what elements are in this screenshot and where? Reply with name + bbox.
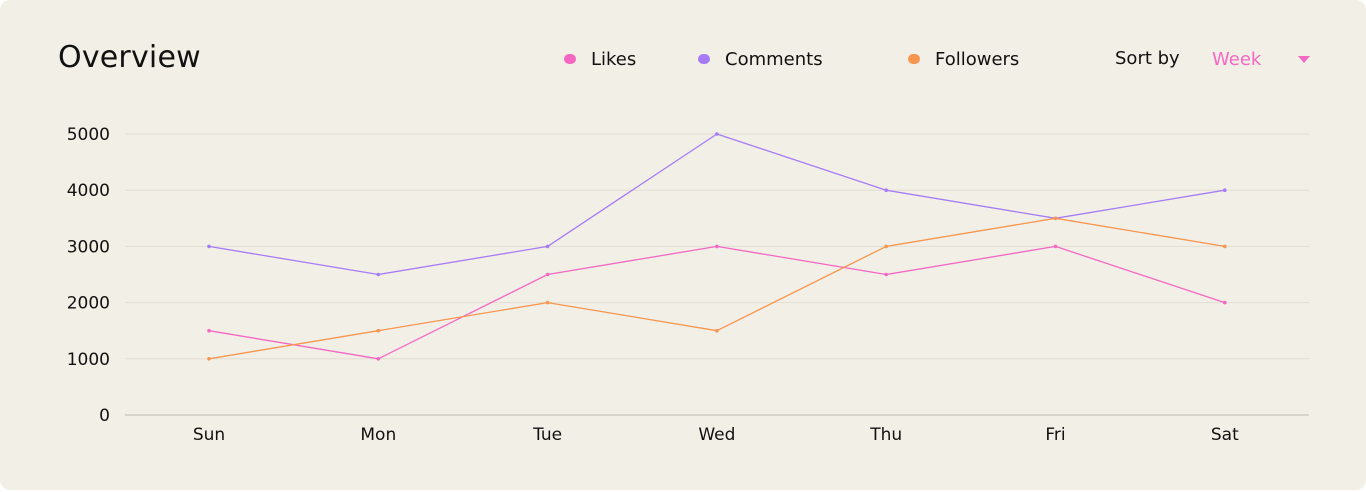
data-point-likes <box>207 328 211 333</box>
x-tick-label: Tue <box>532 425 562 445</box>
legend-item-comments[interactable]: Comments <box>698 46 823 72</box>
x-tick-label: Sat <box>1211 425 1239 445</box>
sort-by-select[interactable]: Week <box>1212 46 1312 72</box>
sort-by-label: Sort by <box>1115 48 1180 69</box>
x-tick-label: Sun <box>193 425 225 445</box>
data-point-comments <box>376 272 381 277</box>
data-point-likes <box>545 272 550 277</box>
data-point-followers <box>715 328 719 333</box>
data-point-likes <box>1053 244 1058 249</box>
data-point-followers <box>884 244 888 249</box>
data-point-followers <box>376 328 381 333</box>
x-tick-label: Thu <box>869 425 902 445</box>
data-point-likes <box>376 357 381 361</box>
series-line-followers <box>208 217 1225 360</box>
legend-item-followers[interactable]: Followers <box>908 46 1019 72</box>
x-tick-label: Mon <box>360 425 396 445</box>
y-tick-label: 4000 <box>67 181 110 201</box>
y-tick-label: 2000 <box>67 294 110 314</box>
y-tick-label: 0 <box>99 406 110 426</box>
followers-dot-icon <box>908 54 920 64</box>
data-point-followers <box>207 357 211 361</box>
x-tick-label: Fri <box>1045 425 1065 445</box>
legend-label-comments: Comments <box>725 48 823 70</box>
data-point-comments <box>884 188 888 192</box>
likes-dot-icon <box>564 54 576 64</box>
series-line-comments <box>208 133 1225 276</box>
data-point-comments <box>545 244 550 249</box>
x-tick-label: Wed <box>698 425 735 445</box>
data-point-followers <box>1223 244 1227 249</box>
y-tick-label: 3000 <box>67 237 110 257</box>
data-point-likes <box>1223 300 1227 305</box>
data-point-comments <box>715 132 719 136</box>
page-title: Overview <box>58 40 201 75</box>
legend-item-likes[interactable]: Likes <box>564 46 636 72</box>
data-point-comments <box>207 244 211 249</box>
sort-value: Week <box>1212 48 1262 70</box>
data-point-followers <box>545 300 550 305</box>
y-tick-label: 1000 <box>67 350 110 370</box>
data-point-likes <box>715 244 719 249</box>
legend-label-followers: Followers <box>935 48 1020 70</box>
y-tick-label: 5000 <box>67 125 110 145</box>
comments-dot-icon <box>698 54 710 64</box>
caret-down-icon <box>1298 56 1310 63</box>
legend-label-likes: Likes <box>591 48 637 70</box>
data-point-comments <box>1223 188 1227 192</box>
data-point-likes <box>884 272 888 277</box>
data-point-followers <box>1053 216 1058 221</box>
